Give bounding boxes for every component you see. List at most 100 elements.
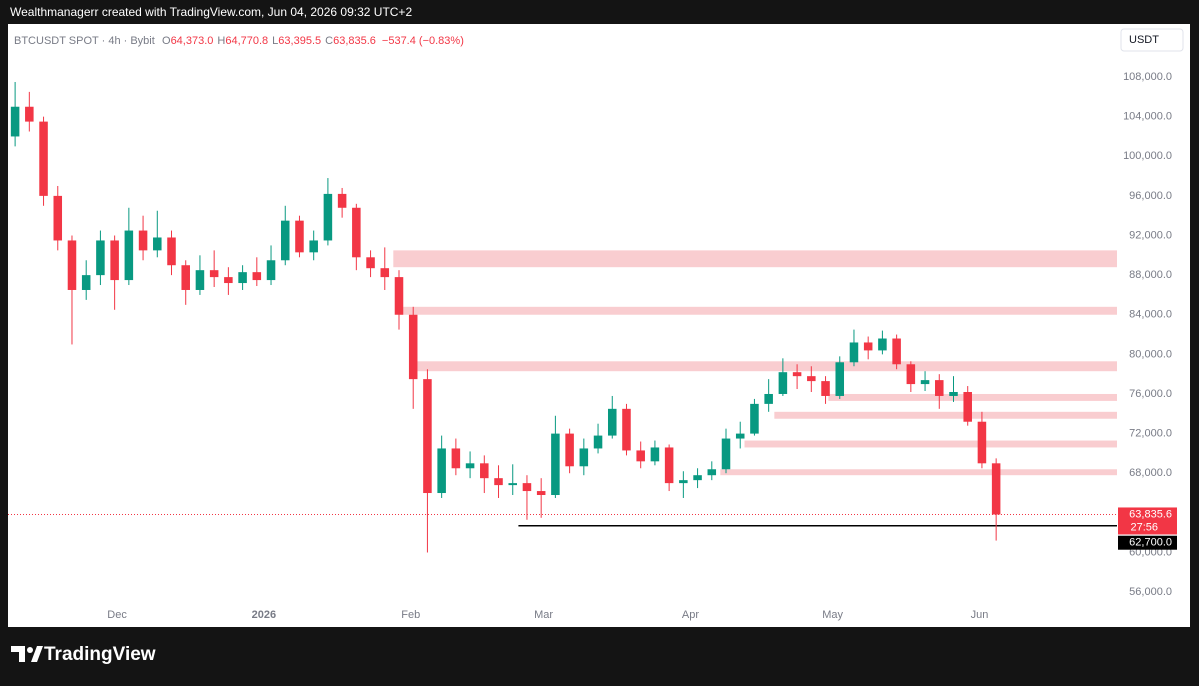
currency[interactable]: USDT [1129,34,1159,46]
candle-body [622,408,631,451]
currency-button[interactable] [1120,28,1184,52]
y-tick-label: 72,000.0 [1129,428,1172,440]
candle-body [53,195,63,241]
candle-body [991,463,1001,515]
y-tick-label: 92,000.0 [1129,229,1172,241]
candle-body [693,475,702,481]
candle-body [352,207,361,258]
candle-body [508,483,518,486]
y-tick-label: 96,000.0 [1129,190,1172,202]
candle-body [480,463,489,479]
ohlc-key: L [272,35,278,47]
zone [393,250,1117,268]
candle-body [664,447,674,484]
ohlc-value: 63,835.6 [333,35,376,47]
candle-body [153,237,162,251]
candle-body [536,491,546,496]
x-tick-label: Dec [107,609,127,621]
candle-body [10,106,20,137]
candle-body [963,392,972,422]
candle-body [96,240,105,276]
candle-body [792,372,802,377]
zone [828,393,1117,401]
x-tick-label: May [822,609,843,621]
candle-body [935,380,944,396]
y-tick-label: 100,000.0 [1123,150,1172,162]
countdown: 27:56 [1130,521,1158,533]
candle-body [394,277,404,315]
candle-body [650,447,660,462]
candle-body [280,220,290,261]
candle-body [679,480,688,484]
candle-body [849,342,859,363]
candle-body [124,230,134,281]
candle-body [67,240,77,290]
candle-body [451,448,461,469]
candle-body [778,372,788,394]
candle-body [593,435,603,449]
zone [399,306,1117,315]
candle-body [423,379,432,494]
y-tick-label: 80,000.0 [1129,348,1172,360]
zone [744,440,1117,448]
candle-body [494,478,503,486]
header-text: Wealthmanagerr created with TradingView.… [10,5,412,19]
support-label: 62,700.0 [1129,537,1172,549]
candle-body [380,268,390,278]
candle-body [224,277,233,284]
candle-body [863,342,873,351]
candle-body [252,272,262,281]
candle-body [181,265,190,290]
candle-body [266,260,276,281]
brand: TradingView [44,644,156,665]
ohlc-key: O [162,35,171,47]
x-tick-label: Feb [401,609,420,621]
x-tick-label: 2026 [252,609,276,621]
candle-body [821,381,830,396]
candle-body [366,257,375,269]
zone [774,411,1117,419]
ohlc-change: −537.4 (−0.83%) [382,35,464,47]
candle-body [636,450,645,462]
candle-body [337,193,347,208]
candle-body [408,314,418,380]
candle-body [750,403,759,434]
candle-body [949,392,958,396]
x-tick-label: Jun [971,609,989,621]
candle-body [764,393,773,404]
candle-body [81,275,91,290]
ohlc-value: 63,395.5 [278,35,321,47]
candle-body [209,270,219,278]
zone [417,361,1117,372]
y-tick-label: 84,000.0 [1129,309,1172,321]
candle-body [906,364,916,385]
ohlc-value: 64,373.0 [171,35,214,47]
candle-body [565,433,574,467]
candle-body [878,338,887,351]
x-tick-label: Mar [534,609,553,621]
candle-body [735,433,745,439]
candle-body [167,237,176,266]
candle-body [25,106,34,122]
candle-body [195,270,205,290]
x-tick-label: Apr [682,609,699,621]
candle-body [238,272,247,284]
candle-body [607,408,617,436]
y-tick-label: 108,000.0 [1123,71,1172,83]
candle-body [707,469,717,476]
ohlc-key: C [325,35,333,47]
candle-body [835,362,845,396]
support-label-box [1118,535,1177,550]
ohlc-value: 64,770.8 [225,35,268,47]
y-tick-label: 56,000.0 [1129,586,1172,598]
candle-body [295,220,304,253]
candle-body [892,338,901,365]
candle-body [138,230,148,251]
candle-body [110,240,119,281]
ohlc-key: H [217,35,225,47]
candle-body [39,121,48,196]
tv-logo [11,646,43,662]
symbol: BTCUSDT SPOT · 4h · Bybit [14,35,155,47]
y-tick-label: 76,000.0 [1129,388,1172,400]
